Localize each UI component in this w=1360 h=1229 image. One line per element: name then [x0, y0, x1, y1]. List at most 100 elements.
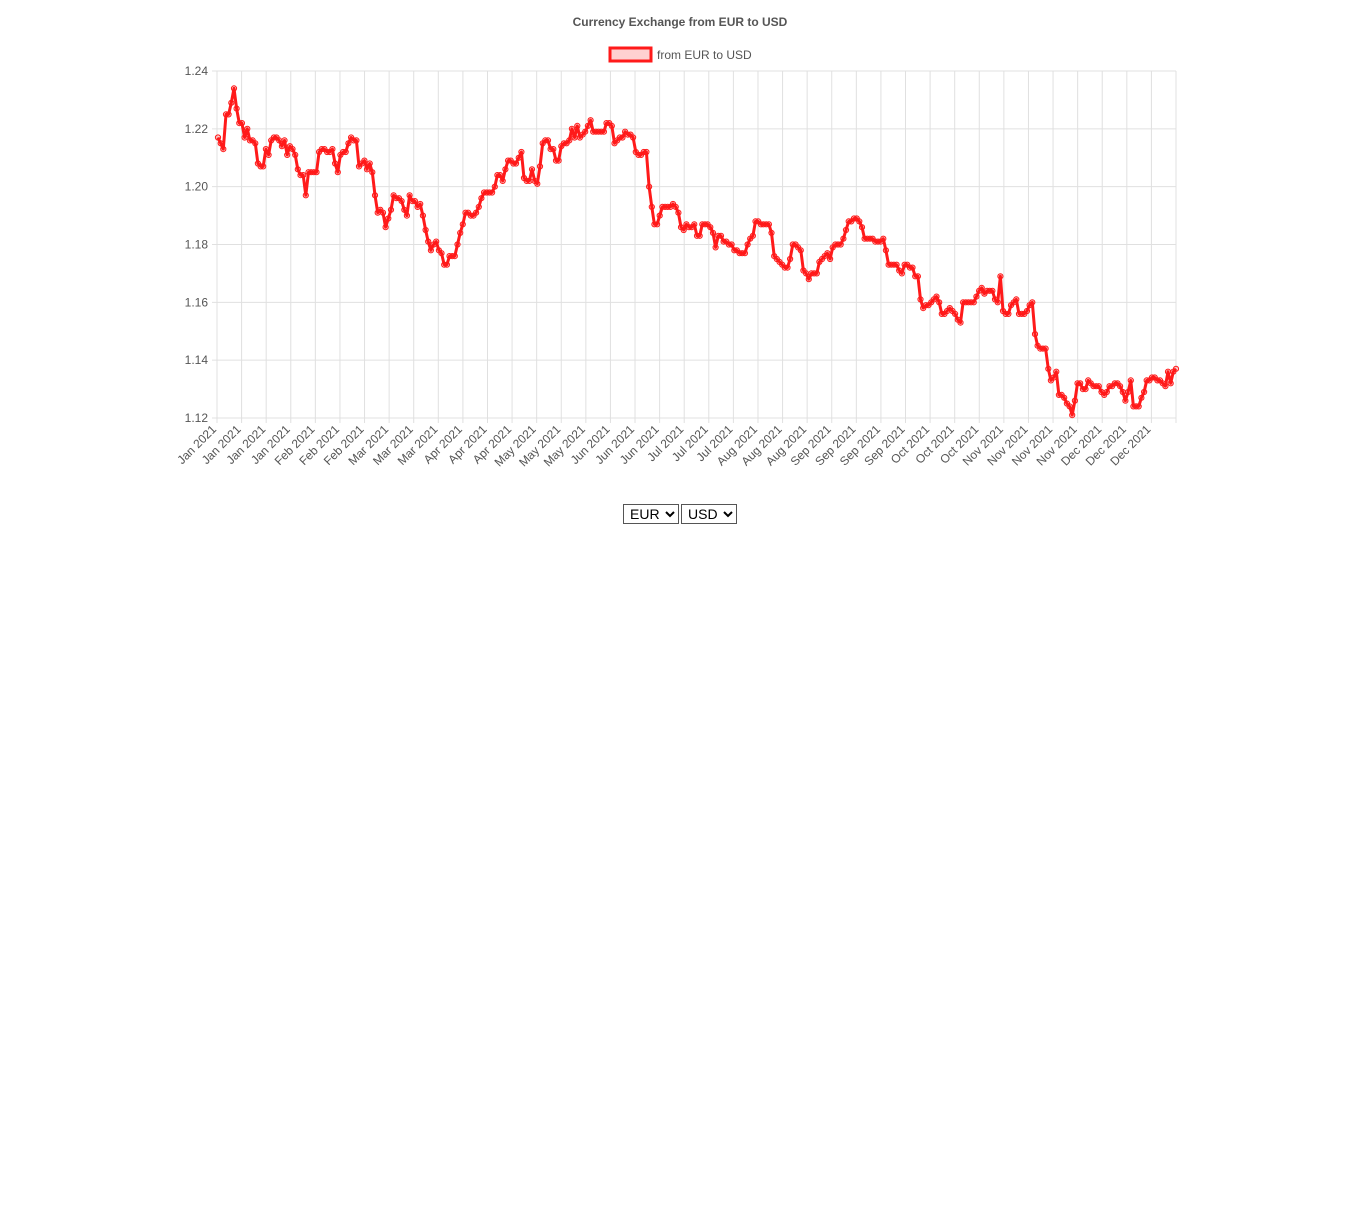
data-point	[712, 244, 719, 251]
currency-selectors: EUR USD	[0, 504, 1360, 524]
data-point	[643, 148, 650, 156]
data-point	[544, 137, 552, 144]
data-point	[568, 125, 576, 132]
data-point	[936, 299, 943, 306]
data-point	[491, 183, 498, 190]
data-point	[675, 209, 682, 216]
data-point	[278, 143, 285, 150]
data-point	[526, 177, 533, 184]
data-point	[459, 221, 466, 228]
data-point	[238, 120, 245, 127]
data-point	[217, 140, 224, 147]
data-point	[952, 310, 959, 317]
y-tick-label: 1.22	[185, 122, 209, 136]
data-point	[1125, 388, 1132, 396]
data-point	[228, 99, 235, 106]
data-point	[1127, 377, 1134, 384]
exchange-rate-chart: Currency Exchange from EUR to USD from E…	[174, 15, 1180, 469]
data-point	[1122, 397, 1129, 404]
data-point	[858, 224, 866, 231]
data-point	[749, 232, 757, 239]
data-point	[387, 206, 395, 213]
data-point	[233, 105, 240, 112]
data-point	[1071, 397, 1079, 404]
data-point	[994, 299, 1001, 306]
data-point	[989, 287, 996, 294]
data-point	[893, 261, 900, 268]
to-currency-select[interactable]: USD	[681, 504, 737, 524]
data-point	[363, 166, 371, 173]
data-point	[654, 221, 661, 228]
data-point	[1005, 310, 1012, 317]
legend-label: from EUR to USD	[657, 48, 752, 62]
data-point	[214, 134, 222, 141]
data-point	[371, 192, 379, 199]
data-point	[382, 224, 389, 231]
data-point	[369, 169, 376, 176]
y-tick-label: 1.14	[185, 353, 209, 367]
data-point	[241, 134, 248, 141]
data-point	[457, 229, 464, 236]
data-point	[656, 212, 663, 219]
data-point	[744, 241, 751, 248]
data-point	[717, 232, 725, 239]
data-point	[230, 85, 238, 92]
data-point	[824, 250, 831, 257]
data-point	[1066, 403, 1073, 410]
data-point	[787, 255, 794, 263]
data-point	[646, 183, 653, 190]
data-point	[973, 293, 980, 300]
data-point	[571, 134, 578, 141]
data-point	[978, 284, 985, 291]
data-point	[917, 296, 924, 303]
data-point	[882, 247, 890, 254]
data-point	[329, 146, 336, 153]
chart-title: Currency Exchange from EUR to USD	[573, 15, 788, 29]
data-point	[334, 169, 341, 176]
data-point	[550, 146, 557, 153]
data-point	[489, 189, 496, 196]
data-point	[300, 172, 307, 179]
data-point	[502, 166, 509, 173]
data-point	[608, 122, 615, 130]
data-point	[765, 221, 773, 228]
data-point	[707, 224, 714, 231]
data-point	[252, 140, 259, 147]
data-point	[691, 221, 698, 228]
data-point	[1023, 307, 1031, 315]
data-point	[803, 270, 810, 277]
data-point	[425, 238, 432, 245]
data-point	[1013, 296, 1020, 303]
data-point	[262, 146, 269, 153]
data-point	[1103, 388, 1110, 396]
data-point	[417, 200, 424, 208]
y-tick-label: 1.18	[185, 238, 209, 252]
data-point	[433, 238, 440, 245]
data-point	[265, 151, 272, 158]
data-point	[398, 198, 405, 205]
data-point	[898, 270, 906, 277]
data-point	[827, 255, 834, 263]
data-point	[497, 172, 504, 179]
data-point	[582, 128, 589, 135]
data-point	[555, 157, 562, 164]
data-point	[1045, 365, 1052, 372]
data-point	[292, 151, 299, 158]
data-point	[454, 241, 461, 248]
data-point	[1042, 345, 1049, 352]
from-currency-select[interactable]: EUR	[623, 504, 679, 524]
data-point	[419, 212, 426, 219]
data-point	[1069, 412, 1076, 419]
data-point	[1029, 299, 1036, 306]
data-point	[1117, 383, 1124, 390]
data-point	[361, 157, 368, 164]
data-point	[1135, 403, 1142, 410]
data-point	[1050, 374, 1057, 381]
data-point	[220, 146, 227, 153]
data-point	[427, 247, 434, 254]
data-point	[970, 299, 977, 306]
data-point	[260, 163, 267, 170]
data-point	[379, 209, 387, 216]
data-point	[313, 169, 320, 176]
data-point	[696, 232, 703, 239]
